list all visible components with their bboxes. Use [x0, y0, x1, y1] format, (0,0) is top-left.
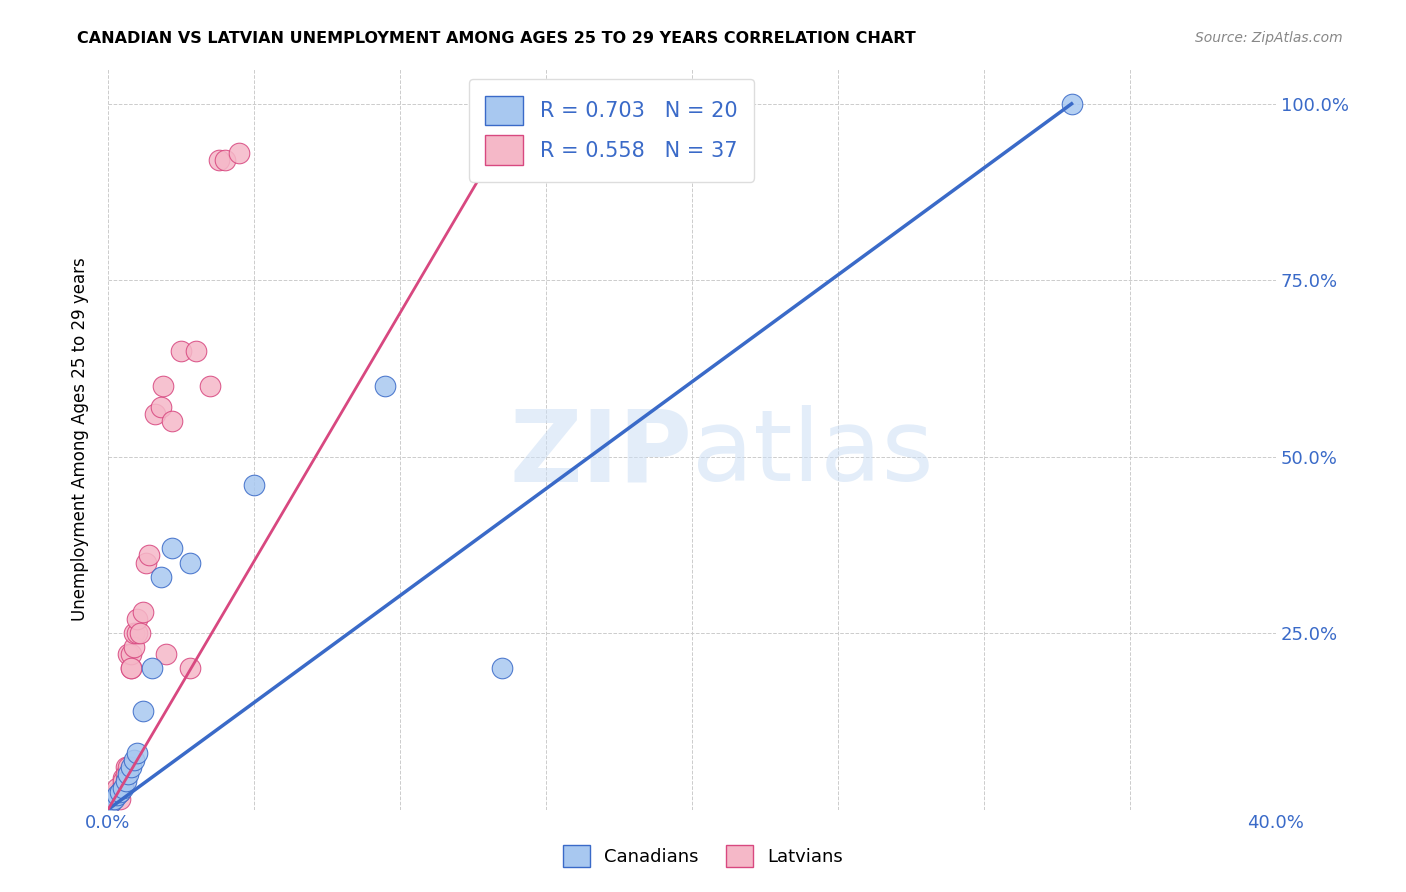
Point — [103, 792, 125, 806]
Point — [103, 792, 125, 806]
Point — [122, 640, 145, 655]
Point — [149, 401, 172, 415]
Point — [120, 647, 142, 661]
Point — [114, 774, 136, 789]
Point — [108, 785, 131, 799]
Point — [127, 746, 149, 760]
Point — [105, 785, 128, 799]
Point — [114, 767, 136, 781]
Point — [120, 661, 142, 675]
Text: ZIP: ZIP — [509, 405, 692, 502]
Point — [228, 146, 250, 161]
Point — [108, 792, 131, 806]
Point — [214, 153, 236, 168]
Point — [179, 556, 201, 570]
Point — [179, 661, 201, 675]
Point — [374, 379, 396, 393]
Point — [550, 146, 572, 161]
Point — [132, 605, 155, 619]
Point — [120, 760, 142, 774]
Point — [127, 626, 149, 640]
Point — [117, 767, 139, 781]
Point — [135, 556, 157, 570]
Point — [114, 760, 136, 774]
Point — [141, 661, 163, 675]
Point — [184, 343, 207, 358]
Point — [127, 612, 149, 626]
Point — [491, 661, 513, 675]
Point — [149, 569, 172, 583]
Point — [170, 343, 193, 358]
Point — [122, 753, 145, 767]
Point — [111, 771, 134, 785]
Point — [129, 626, 152, 640]
Point — [160, 541, 183, 556]
Point — [138, 549, 160, 563]
Point — [120, 661, 142, 675]
Text: CANADIAN VS LATVIAN UNEMPLOYMENT AMONG AGES 25 TO 29 YEARS CORRELATION CHART: CANADIAN VS LATVIAN UNEMPLOYMENT AMONG A… — [77, 31, 917, 46]
Point — [100, 796, 122, 810]
Point — [111, 781, 134, 796]
Point — [132, 704, 155, 718]
Point — [143, 407, 166, 421]
Text: Source: ZipAtlas.com: Source: ZipAtlas.com — [1195, 31, 1343, 45]
Point — [111, 778, 134, 792]
Point — [122, 626, 145, 640]
Point — [160, 414, 183, 428]
Point — [105, 781, 128, 796]
Point — [155, 647, 177, 661]
Point — [111, 774, 134, 789]
Point — [208, 153, 231, 168]
Point — [198, 379, 221, 393]
Point — [243, 478, 266, 492]
Legend: R = 0.703   N = 20, R = 0.558   N = 37: R = 0.703 N = 20, R = 0.558 N = 37 — [468, 78, 754, 182]
Y-axis label: Unemployment Among Ages 25 to 29 years: Unemployment Among Ages 25 to 29 years — [72, 257, 89, 621]
Text: atlas: atlas — [692, 405, 934, 502]
Point — [100, 796, 122, 810]
Point — [117, 760, 139, 774]
Point — [1060, 96, 1083, 111]
Legend: Canadians, Latvians: Canadians, Latvians — [555, 838, 851, 874]
Point — [117, 647, 139, 661]
Point — [108, 785, 131, 799]
Point — [103, 789, 125, 803]
Point — [152, 379, 174, 393]
Point — [105, 789, 128, 803]
